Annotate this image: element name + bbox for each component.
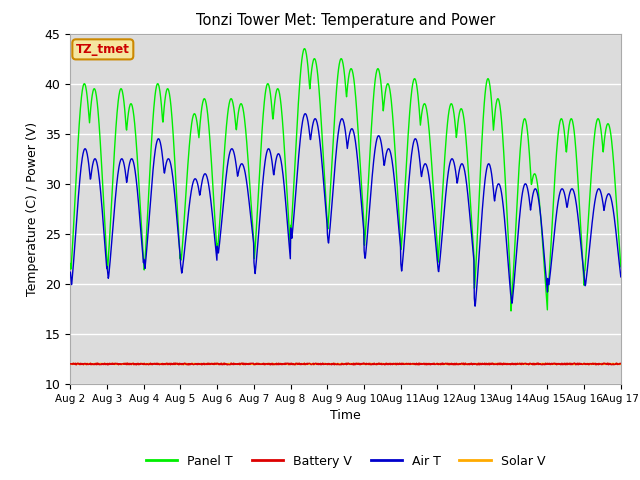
Solar V xyxy=(302,361,310,367)
Air T xyxy=(67,269,74,275)
Solar V xyxy=(567,360,575,366)
Panel T xyxy=(250,256,258,262)
Panel T xyxy=(189,114,196,120)
Solar V xyxy=(431,361,439,367)
Panel T xyxy=(175,243,183,249)
Panel T xyxy=(301,46,308,51)
Solar V xyxy=(617,361,625,367)
Line: Panel T: Panel T xyxy=(70,48,621,311)
Battery V xyxy=(67,361,74,367)
Panel T xyxy=(552,155,560,160)
Panel T xyxy=(617,264,625,270)
Air T xyxy=(471,303,479,309)
Air T xyxy=(189,180,196,186)
Panel T xyxy=(67,261,74,266)
Solar V xyxy=(504,361,511,367)
Battery V xyxy=(381,362,388,368)
Line: Battery V: Battery V xyxy=(70,363,621,365)
Solar V xyxy=(250,361,258,367)
Title: Tonzi Tower Met: Temperature and Power: Tonzi Tower Met: Temperature and Power xyxy=(196,13,495,28)
Battery V xyxy=(189,361,196,367)
Air T xyxy=(250,264,258,270)
Air T xyxy=(431,237,439,243)
Solar V xyxy=(552,361,559,367)
X-axis label: Time: Time xyxy=(330,409,361,422)
Battery V xyxy=(431,361,439,367)
Air T xyxy=(504,253,511,259)
Battery V xyxy=(552,361,560,367)
Battery V xyxy=(175,361,183,367)
Battery V xyxy=(439,360,447,366)
Battery V xyxy=(617,361,625,367)
Line: Solar V: Solar V xyxy=(70,363,621,364)
Battery V xyxy=(504,361,511,367)
Panel T xyxy=(507,308,515,314)
Air T xyxy=(301,111,309,117)
Line: Air T: Air T xyxy=(70,114,621,306)
Battery V xyxy=(250,361,258,367)
Text: TZ_tmet: TZ_tmet xyxy=(76,43,130,56)
Air T xyxy=(175,245,183,251)
Y-axis label: Temperature (C) / Power (V): Temperature (C) / Power (V) xyxy=(26,122,39,296)
Solar V xyxy=(67,361,74,367)
Air T xyxy=(552,214,560,219)
Air T xyxy=(617,274,625,280)
Solar V xyxy=(189,361,196,367)
Panel T xyxy=(431,216,439,221)
Panel T xyxy=(504,216,511,221)
Solar V xyxy=(175,361,183,367)
Legend: Panel T, Battery V, Air T, Solar V: Panel T, Battery V, Air T, Solar V xyxy=(141,450,550,473)
